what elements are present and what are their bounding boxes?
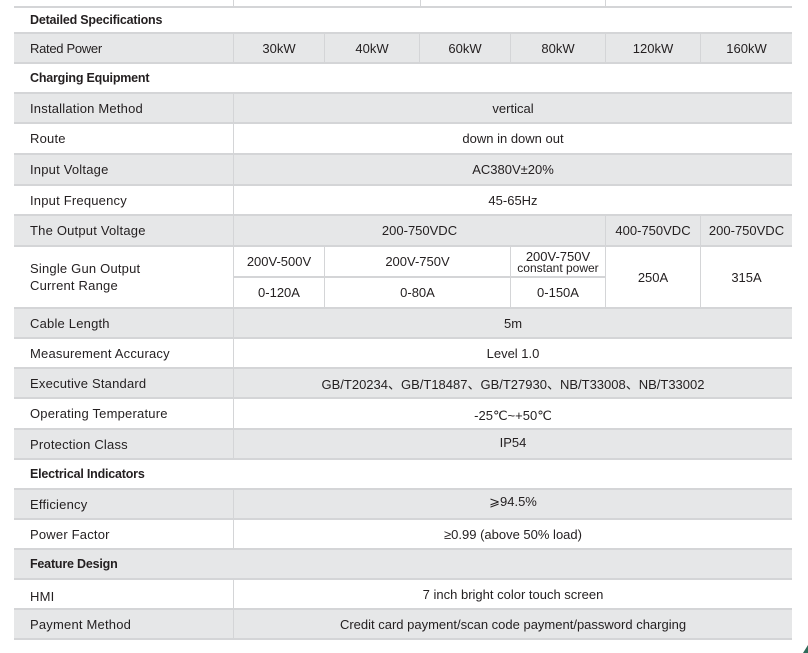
value-cell: 60kW <box>419 34 510 62</box>
value-cell: ⩾94.5% <box>233 490 792 518</box>
row-label: HMI <box>30 588 55 604</box>
cell-divider <box>420 0 605 6</box>
row-hmi: HMI 7 inch bright color touch screen <box>14 580 792 610</box>
row-label: Rated Power <box>30 40 102 56</box>
value-cell: 200-750VDC <box>700 216 792 245</box>
value-cell: 80kW <box>510 34 605 62</box>
value-cell: 160kW <box>700 34 792 62</box>
row-efficiency: Efficiency ⩾94.5% <box>14 490 792 520</box>
value-line: 200V-750V <box>525 248 591 264</box>
value-cell: 0-80A <box>324 278 510 307</box>
row-label: Single Gun Output Current Range <box>30 247 140 307</box>
row-single-gun-current: Single Gun Output Current Range 200V-500… <box>14 247 792 309</box>
section-charging-equipment: Charging Equipment <box>14 64 792 94</box>
value-cell: 315A <box>700 247 792 307</box>
row-label: Installation Method <box>30 100 143 116</box>
value-cell: vertical <box>233 94 792 122</box>
value-cell: Level 1.0 <box>233 339 792 367</box>
value-cell: 0-150A <box>510 278 605 307</box>
row-label: Input Voltage <box>30 162 109 177</box>
value-cell: 200-750VDC <box>233 216 605 245</box>
row-label: Power Factor <box>30 526 110 542</box>
value-cell: down in down out <box>233 124 792 153</box>
row-label: Payment Method <box>30 616 132 632</box>
row-operating-temperature: Operating Temperature -25℃~+50℃ <box>14 399 792 430</box>
value-cell: 200V-750V constant power <box>510 247 605 276</box>
row-label: Efficiency <box>30 496 88 512</box>
row-label: Executive Standard <box>30 375 147 391</box>
value-cell: 45-65Hz <box>233 186 792 214</box>
row-input-frequency: Input Frequency 45-65Hz <box>14 186 792 216</box>
section-feature-design: Feature Design <box>14 550 792 580</box>
row-label: Protection Class <box>30 436 128 452</box>
row-measurement-accuracy: Measurement Accuracy Level 1.0 <box>14 339 792 369</box>
corner-mark-icon <box>803 645 808 653</box>
section-title: Feature Design <box>30 557 118 571</box>
row-label: Cable Length <box>30 315 110 331</box>
row-label: Input Frequency <box>30 192 127 208</box>
cell-divider <box>233 0 420 6</box>
value-cell: 40kW <box>324 34 419 62</box>
row-label-line: Current Range <box>30 278 118 293</box>
row-label: Measurement Accuracy <box>30 345 170 361</box>
value-cell: -25℃~+50℃ <box>233 399 792 428</box>
section-title: Charging Equipment <box>30 71 150 85</box>
row-payment-method: Payment Method Credit card payment/scan … <box>14 610 792 640</box>
value-cell: IP54 <box>233 430 792 458</box>
value-cell: Credit card payment/scan code payment/pa… <box>233 610 792 638</box>
top-partial-row <box>14 0 792 8</box>
section-title: Detailed Specifications <box>30 13 163 27</box>
value-cell: AC380V±20% <box>233 155 792 184</box>
value-cell: 0-120A <box>233 278 324 307</box>
row-label: The Output Voltage <box>30 223 146 238</box>
cell-divider <box>605 0 792 6</box>
value-cell: 250A <box>605 247 700 307</box>
row-label-line: Single Gun Output <box>30 261 141 276</box>
value-cell: 200V-500V <box>233 247 324 276</box>
row-route: Route down in down out <box>14 124 792 155</box>
section-title: Electrical Indicators <box>30 467 145 481</box>
sub-row-divider <box>233 276 605 278</box>
value-cell: 7 inch bright color touch screen <box>233 580 792 608</box>
section-electrical-indicators: Electrical Indicators <box>14 460 792 490</box>
value-cell: 120kW <box>605 34 700 62</box>
row-label: Operating Temperature <box>30 406 168 421</box>
value-cell: 200V-750V <box>324 247 510 276</box>
value-cell: 30kW <box>233 34 324 62</box>
row-cable-length: Cable Length 5m <box>14 309 792 339</box>
row-rated-power: Rated Power 30kW 40kW 60kW 80kW 120kW 16… <box>14 34 792 64</box>
value-line: constant power <box>517 260 599 275</box>
row-installation-method: Installation Method vertical <box>14 94 792 124</box>
value-cell: 5m <box>233 309 792 337</box>
row-executive-standard: Executive Standard GB/T20234、GB/T18487、G… <box>14 369 792 399</box>
value-cell: ≥0.99 (above 50% load) <box>233 520 792 548</box>
row-label: Route <box>30 131 66 146</box>
row-output-voltage: The Output Voltage 200-750VDC 400-750VDC… <box>14 216 792 247</box>
value-cell: GB/T20234、GB/T18487、GB/T27930、NB/T33008、… <box>233 369 792 397</box>
row-protection-class: Protection Class IP54 <box>14 430 792 460</box>
row-power-factor: Power Factor ≥0.99 (above 50% load) <box>14 520 792 550</box>
row-input-voltage: Input Voltage AC380V±20% <box>14 155 792 186</box>
value-cell: 400-750VDC <box>605 216 700 245</box>
section-detailed-specifications: Detailed Specifications <box>14 8 792 34</box>
